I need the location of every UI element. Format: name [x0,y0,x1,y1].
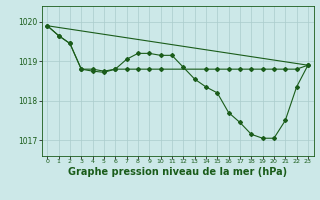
X-axis label: Graphe pression niveau de la mer (hPa): Graphe pression niveau de la mer (hPa) [68,167,287,177]
